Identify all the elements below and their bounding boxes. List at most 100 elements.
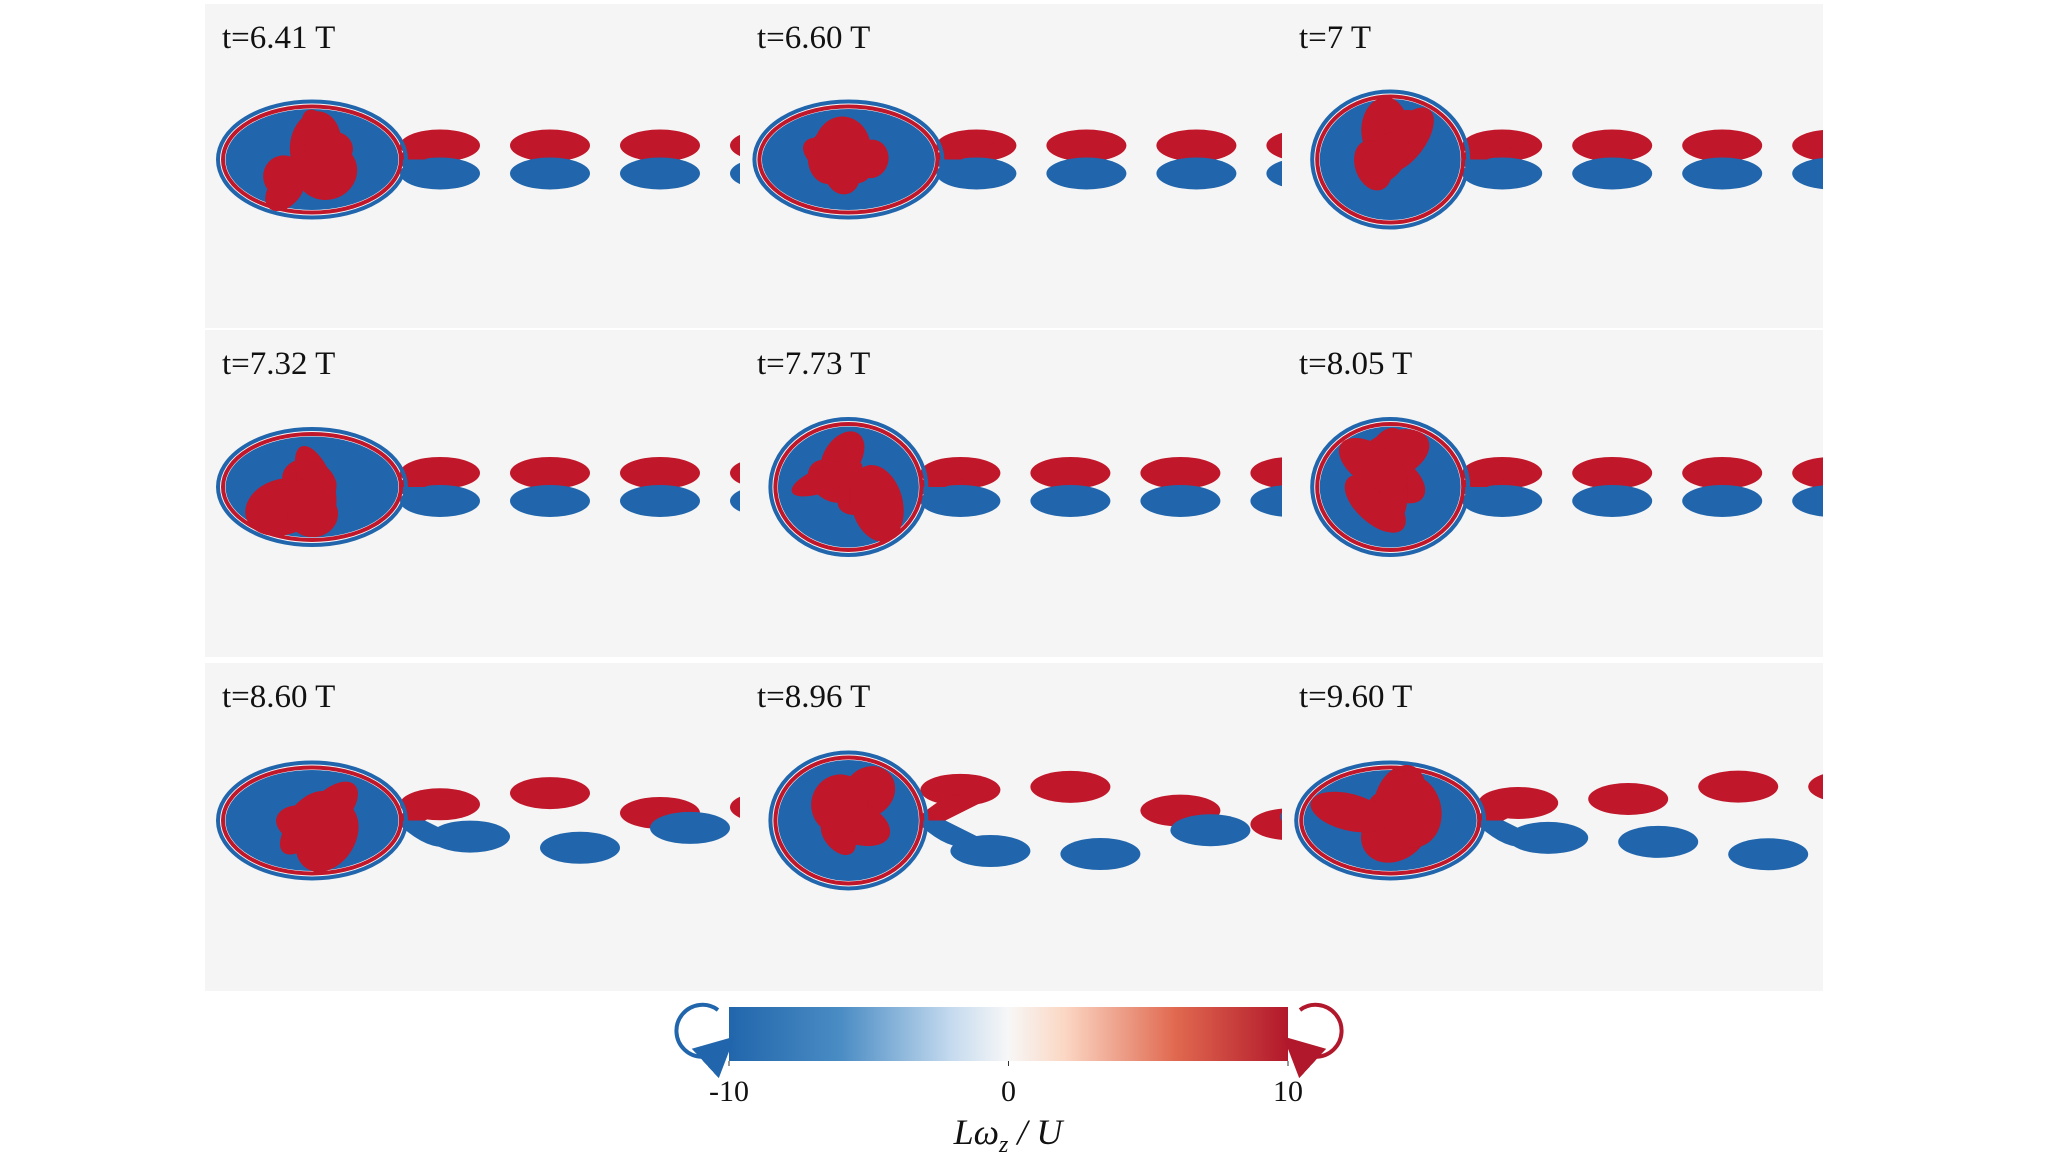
tail-vortex <box>915 486 986 514</box>
body-rim <box>1299 765 1482 876</box>
body-rim <box>221 431 403 542</box>
panel-label: t=6.60 T <box>757 20 870 56</box>
wake-vortex <box>540 831 620 864</box>
panel: t=8.05 T <box>1282 330 1823 657</box>
wake-vortex <box>1792 129 1823 162</box>
tail-vortex <box>395 159 465 187</box>
tail-vortex <box>395 486 465 514</box>
panel-label: t=8.96 T <box>757 679 870 715</box>
body-outline <box>216 426 408 547</box>
wake-vortex <box>1156 157 1237 190</box>
wake-vortex <box>1030 456 1111 489</box>
body-outline <box>768 750 929 891</box>
colorbar-tick-label: -10 <box>709 1075 749 1108</box>
body-outline <box>216 99 408 220</box>
body-outline <box>1310 416 1471 557</box>
wake-vortex <box>1572 484 1653 517</box>
panel-label: t=8.05 T <box>1299 346 1412 382</box>
body-vortex <box>296 142 358 200</box>
body-vortex <box>850 465 904 542</box>
wake-vortex <box>1682 129 1763 162</box>
body-outline <box>1310 89 1471 230</box>
wake-vortex <box>1792 485 1823 517</box>
body-rim <box>1315 94 1466 225</box>
panel-label: t=7.73 T <box>757 346 870 382</box>
wake-vortex <box>1140 456 1221 489</box>
tail-vortex <box>915 793 986 821</box>
colorbar-tick-label: 0 <box>1001 1075 1016 1108</box>
label-sub: z <box>998 1132 1009 1152</box>
wake-vortex <box>1792 457 1823 489</box>
tail-vortex <box>915 820 986 848</box>
wake-vortex <box>1250 808 1282 840</box>
wake-vortex <box>1266 160 1282 187</box>
tail-vortex <box>395 820 465 848</box>
panel: t=9.60 T <box>1282 663 1918 991</box>
wake-vortex <box>1156 129 1237 162</box>
body-vortex <box>822 146 861 195</box>
wake-vortex <box>1250 457 1282 489</box>
wake-vortex <box>1838 838 1918 870</box>
wake-vortex <box>1728 838 1809 871</box>
wake-vortex <box>1618 825 1699 858</box>
wake-vortex <box>510 777 590 810</box>
wake-vortex <box>1682 456 1763 489</box>
wake-vortex <box>730 796 740 818</box>
wake-vortex <box>620 484 700 517</box>
wake-vortex <box>1140 484 1221 517</box>
tail-vortex <box>1457 460 1528 487</box>
wake-vortex <box>1588 783 1669 816</box>
wake-vortex <box>620 456 700 489</box>
counterclockwise-arrow <box>1283 1002 1344 1079</box>
wake-vortex <box>1572 157 1653 190</box>
colorbar-tick-label: 10 <box>1273 1075 1303 1108</box>
tail-vortex <box>1473 793 1544 821</box>
tail-vortex <box>1473 820 1544 848</box>
wake-vortex <box>1030 770 1111 803</box>
wake-vortex <box>1046 129 1127 162</box>
body-rim <box>1315 421 1466 552</box>
panel: t=7.73 T <box>740 330 1282 657</box>
wake-vortex <box>1572 129 1653 162</box>
body-rim <box>221 765 403 876</box>
wake-vortex <box>1030 484 1111 517</box>
wake-vortex <box>1808 774 1823 800</box>
wake-vortex <box>510 456 590 489</box>
panel: t=7 T <box>1282 4 1823 328</box>
panel-label: t=8.60 T <box>222 679 335 715</box>
wake-vortex <box>1572 456 1653 489</box>
body-rim <box>757 104 940 215</box>
tail-vortex <box>1457 132 1528 160</box>
panel-label: t=7.32 T <box>222 346 335 382</box>
tail-vortex <box>1457 486 1528 514</box>
wake-vortex <box>510 157 590 190</box>
wake-vortex <box>730 162 740 185</box>
body-vortex <box>263 155 305 198</box>
body-vortex <box>293 805 334 835</box>
body-vortex <box>1381 774 1442 848</box>
label-main: Lω <box>953 1112 999 1152</box>
wake-vortex <box>1060 838 1141 871</box>
panels: t=6.41 T t=6.60 T t=7 T t=7.32 T t=7.73 T t=8… <box>205 4 1918 991</box>
panel-label: t=6.41 T <box>222 20 335 56</box>
tail-vortex <box>1457 159 1528 187</box>
wake-vortex <box>1682 484 1763 517</box>
body-vortex <box>1310 791 1388 833</box>
body-outline <box>216 760 408 881</box>
body-rim <box>773 755 924 886</box>
colorbar <box>729 1007 1288 1061</box>
panel: t=7.32 T <box>205 330 740 657</box>
body-rim <box>221 104 403 215</box>
tail-vortex <box>395 460 465 487</box>
wake-vortex <box>730 462 740 484</box>
body-outline <box>752 99 945 220</box>
tail-vortex <box>931 132 1002 160</box>
wake-vortex <box>1250 485 1282 517</box>
wake-vortex <box>650 811 730 844</box>
panel: t=8.60 T <box>205 663 740 991</box>
label-rest: / U <box>1008 1112 1064 1152</box>
body-vortex <box>1360 132 1410 185</box>
tail-vortex <box>931 159 1002 187</box>
wake-vortex <box>1046 157 1127 190</box>
